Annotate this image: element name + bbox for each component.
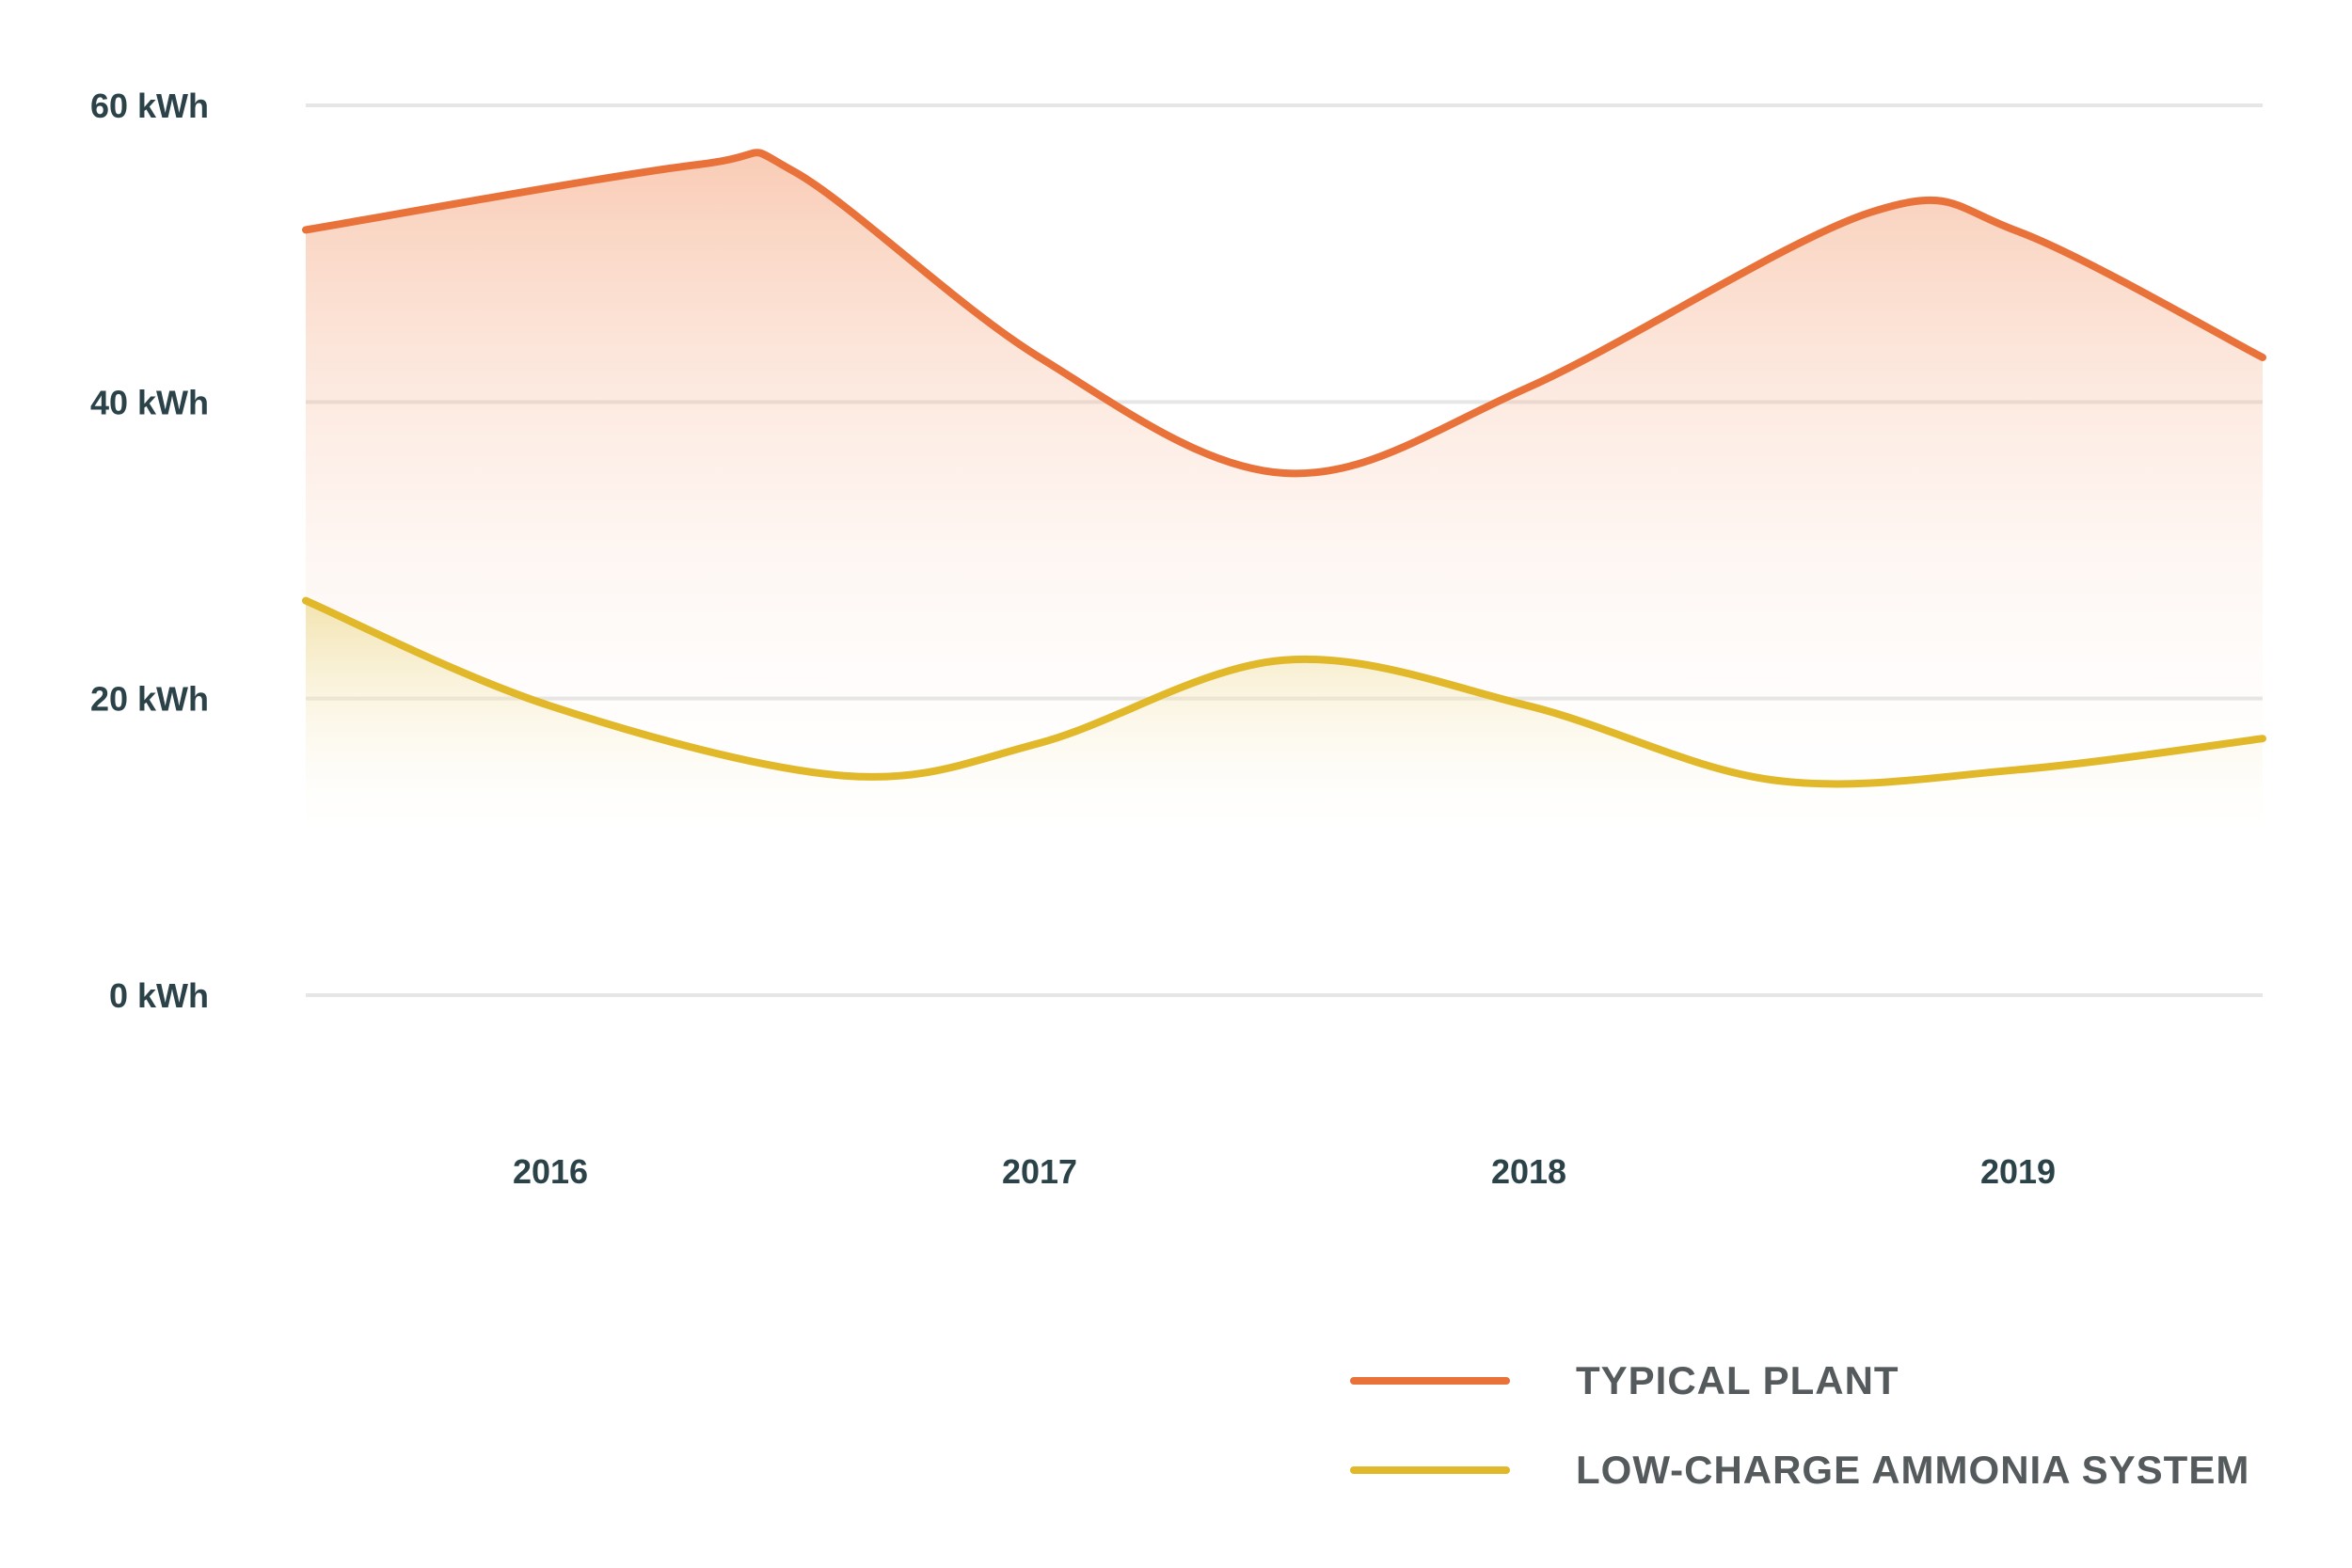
x-tick-label: 2018 [1491,1152,1566,1191]
x-axis: 2016 2017 2018 2019 [513,1152,2056,1191]
legend-swatch-low-charge-ammonia-system [1350,1465,1510,1474]
x-tick-label: 2016 [513,1152,588,1191]
series-line-low-charge-ammonia-system [302,596,2266,788]
legend-swatch-typical-plant [1350,1376,1510,1385]
legend-label-low-charge-ammonia-system: LOW-CHARGE AMMONIA SYSTEM [1576,1447,2250,1492]
legend-label-typical-plant: TYPICAL PLANT [1576,1357,1899,1402]
legend: TYPICAL PLANT LOW-CHARGE AMMONIA SYSTEM [1350,1336,2249,1514]
y-tick-label: 40 kWh [90,383,209,421]
legend-item-typical-plant: TYPICAL PLANT [1350,1336,2249,1425]
y-axis: 0 kWh 20 kWh 40 kWh 60 kWh [90,87,209,1015]
y-tick-label: 0 kWh [109,976,209,1015]
series-line-typical-plant [302,149,2266,478]
series-lines [302,149,2266,788]
y-tick-label: 20 kWh [90,680,209,719]
x-tick-label: 2019 [1980,1152,2056,1191]
series-area-low-charge-ammonia-system [306,600,2263,847]
series-area-typical-plant [306,152,2263,847]
y-tick-label: 60 kWh [90,87,209,125]
series-areas [306,152,2263,847]
x-tick-label: 2017 [1002,1152,1077,1191]
legend-item-low-charge-ammonia-system: LOW-CHARGE AMMONIA SYSTEM [1350,1425,2249,1514]
